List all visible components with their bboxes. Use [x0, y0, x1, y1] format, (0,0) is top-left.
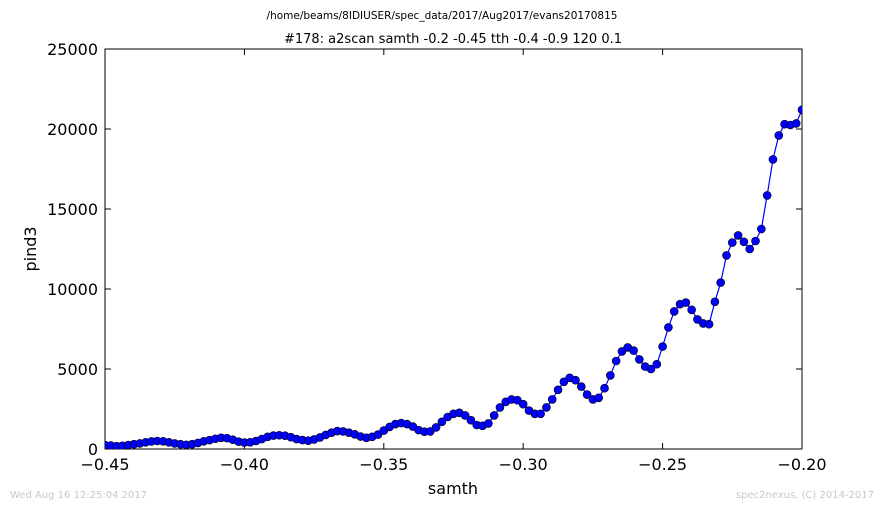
data-point	[704, 319, 714, 329]
data-point	[669, 307, 679, 316]
data-point	[559, 377, 569, 387]
data-point	[513, 395, 522, 405]
data-point	[791, 119, 801, 128]
data-point	[547, 395, 557, 404]
y-axis-label: pind3	[21, 226, 40, 271]
data-point	[733, 231, 743, 240]
data-point	[495, 403, 505, 412]
data-point	[664, 323, 673, 332]
data-point	[542, 403, 551, 412]
data-point	[710, 297, 720, 307]
data-point	[652, 359, 662, 369]
x-tick-label: −0.40	[220, 455, 269, 474]
data-point	[745, 244, 755, 254]
data-point	[617, 347, 627, 356]
x-axis-label: samth	[428, 479, 478, 498]
x-tick-label: −0.25	[638, 455, 687, 474]
x-axis-ticks: −0.45 −0.40 −0.35 −0.30 −0.25 −0.20	[80, 49, 827, 474]
chart-title: #178: a2scan samth -0.2 -0.45 tth -0.4 -…	[284, 32, 622, 47]
timestamp-footer: Wed Aug 16 12:25:04 2017	[10, 490, 148, 501]
data-point	[600, 383, 609, 393]
x-tick-label: −0.35	[359, 455, 408, 474]
data-point	[518, 399, 528, 409]
data-point	[797, 105, 802, 115]
data-point	[681, 298, 691, 307]
data-point	[437, 417, 447, 427]
plot-frame	[104, 48, 803, 450]
data-point	[553, 385, 563, 395]
y-tick-label: 0	[88, 440, 98, 459]
data-point	[751, 236, 760, 246]
x-tick-label: −0.30	[499, 455, 548, 474]
data-point	[576, 382, 586, 391]
data-point	[629, 346, 638, 355]
data-point	[693, 315, 702, 324]
data-point	[687, 305, 696, 315]
file-path-heading: /home/beams/8IDIUSER/spec_data/2017/Aug2…	[267, 10, 618, 22]
data-point	[768, 155, 778, 164]
data-point	[536, 409, 545, 419]
data-point	[582, 390, 592, 399]
data-point	[373, 430, 383, 439]
data-point	[484, 419, 493, 428]
x-tick-label: −0.45	[80, 455, 129, 474]
data-point	[762, 191, 772, 200]
data-point	[739, 237, 749, 247]
data-point	[646, 364, 656, 374]
data-point	[727, 238, 737, 247]
data-series	[105, 105, 802, 449]
data-point	[635, 355, 644, 364]
x-tick-label: −0.20	[777, 455, 826, 474]
data-point	[722, 251, 731, 260]
data-point	[658, 342, 667, 351]
y-tick-label: 10000	[47, 280, 98, 299]
credit-footer: spec2nexus, (C) 2014-2017	[735, 490, 874, 501]
data-point	[606, 371, 615, 380]
y-tick-label: 20000	[47, 120, 98, 139]
data-point	[757, 224, 766, 234]
data-point	[774, 131, 784, 140]
data-point	[425, 427, 435, 436]
data-point	[460, 411, 470, 420]
data-point	[489, 411, 499, 420]
data-point	[431, 423, 441, 432]
data-point	[716, 278, 725, 287]
y-tick-label: 15000	[47, 200, 98, 219]
data-point	[571, 375, 580, 385]
data-point	[466, 415, 476, 425]
data-point	[594, 393, 604, 403]
y-tick-label: 5000	[57, 360, 98, 379]
y-tick-label: 25000	[47, 40, 98, 59]
data-point	[611, 356, 621, 366]
